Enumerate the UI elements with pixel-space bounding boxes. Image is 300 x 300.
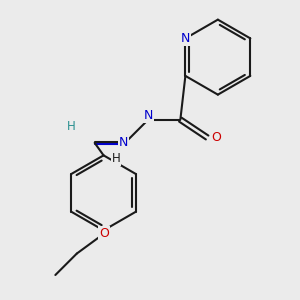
Text: H: H xyxy=(67,120,76,133)
Text: N: N xyxy=(143,109,153,122)
Text: O: O xyxy=(99,227,109,240)
Text: O: O xyxy=(211,131,221,144)
Text: H: H xyxy=(112,152,120,165)
Text: N: N xyxy=(118,136,128,149)
Text: N: N xyxy=(181,32,190,45)
